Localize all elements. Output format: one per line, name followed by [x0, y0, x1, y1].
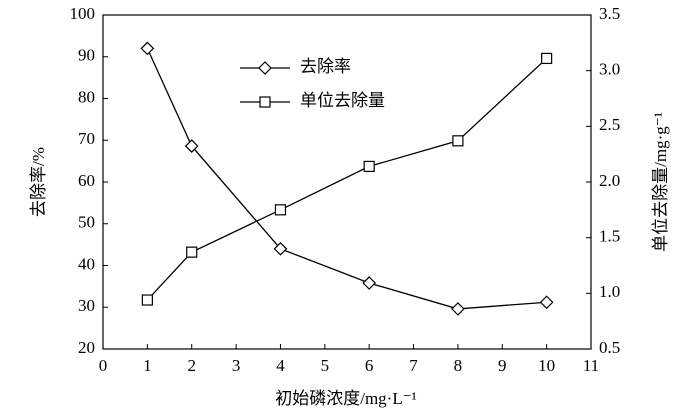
y-tick-label: 50: [78, 213, 95, 232]
x-tick-label: 9: [498, 356, 507, 375]
y2-tick-label: 3.5: [599, 4, 620, 23]
x-tick-label: 7: [409, 356, 418, 375]
y-axis-title: 去除率/%: [29, 147, 48, 217]
x-tick-label: 5: [321, 356, 330, 375]
y-tick-label: 80: [78, 87, 95, 106]
marker: [184, 139, 199, 153]
y-tick-label: 40: [78, 254, 95, 273]
y-tick-label: 60: [78, 171, 95, 190]
y2-tick-label: 0.5: [599, 338, 620, 357]
x-tick-label: 1: [143, 356, 152, 375]
legend-label: 单位去除量: [300, 91, 385, 110]
x-tick-label: 3: [232, 356, 241, 375]
marker: [541, 52, 553, 65]
x-tick-label: 0: [99, 356, 108, 375]
marker: [141, 294, 153, 306]
marker: [140, 41, 155, 56]
x-axis-title: 初始磷浓度/mg·L⁻¹: [275, 389, 417, 408]
marker: [273, 241, 288, 256]
x-tick-label: 2: [187, 356, 196, 375]
marker: [452, 135, 464, 147]
x-tick-label: 10: [538, 356, 555, 375]
marker: [274, 204, 287, 216]
marker: [363, 160, 375, 173]
marker: [451, 302, 465, 316]
y2-tick-label: 1.0: [599, 282, 620, 301]
x-tick-label: 4: [276, 356, 285, 375]
legend-marker: [258, 61, 272, 75]
y-tick-label: 100: [70, 4, 96, 23]
legend-label: 去除率: [300, 57, 351, 76]
y-tick-label: 70: [78, 129, 95, 148]
marker: [186, 246, 198, 258]
y2-tick-label: 2.0: [599, 171, 620, 190]
y2-tick-label: 1.5: [599, 227, 620, 246]
y-tick-label: 90: [78, 46, 95, 65]
y2-axis-title: 单位去除量/mg·g⁻¹: [651, 112, 670, 252]
y2-tick-label: 3.0: [599, 60, 620, 79]
y-tick-label: 30: [78, 296, 95, 315]
x-tick-label: 11: [583, 356, 599, 375]
x-tick-label: 8: [454, 356, 463, 375]
legend-marker: [259, 96, 271, 108]
y-tick-label: 20: [78, 338, 95, 357]
series-line: [146, 57, 548, 301]
series-line: [146, 48, 547, 310]
x-tick-label: 6: [365, 356, 374, 375]
marker: [362, 276, 377, 290]
marker: [539, 295, 554, 310]
y2-tick-label: 2.5: [599, 115, 620, 134]
